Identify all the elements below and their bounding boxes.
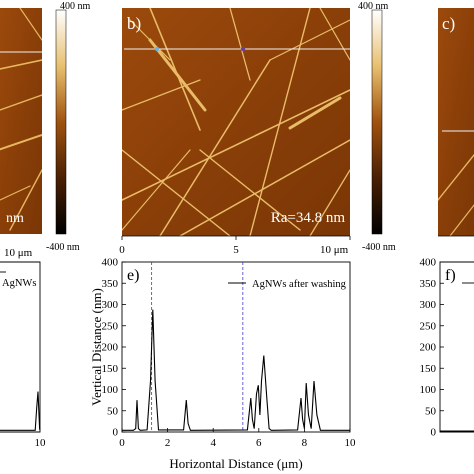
- panel-label-c: c): [442, 14, 455, 33]
- y-tick-label-f: 50: [425, 405, 437, 417]
- y-tick-label-f: 200: [420, 342, 437, 354]
- y-tick-label-e: 400: [102, 257, 119, 269]
- colorbar-1-max: 400 nm: [60, 1, 91, 12]
- panel-label-b: b): [127, 14, 141, 33]
- x-tick-label-e: 10: [345, 437, 357, 449]
- x-axis-ticks-e: 0 2 4 6 8 10: [119, 428, 356, 449]
- y-tick-label-e: 100: [102, 384, 119, 396]
- x-axis-end-a: 10 μm: [4, 247, 33, 259]
- y-tick-label-f: 400: [420, 257, 437, 269]
- x-tick-b-1: 5: [233, 244, 239, 256]
- y-axis-label-e: Vertical Distance (nm): [89, 288, 104, 406]
- afm-image-c: c): [438, 8, 474, 236]
- colorbar-1: 400 nm -400 nm: [46, 1, 91, 253]
- profile-line-d: [0, 391, 41, 431]
- y-tick-label-e: 50: [107, 405, 119, 417]
- profile-plot-f: 400 350 300 250 200 150 100 50 0 f): [420, 257, 474, 439]
- colorbar-1-min: -400 nm: [46, 242, 80, 253]
- x-tick-label-e: 4: [210, 437, 216, 449]
- y-tick-label-e: 350: [102, 278, 119, 290]
- x-axis-label-e: Horizontal Distance (μm): [169, 456, 302, 471]
- x-tick-b-2: 10 μm: [320, 244, 349, 256]
- y-tick-label-f: 300: [420, 299, 437, 311]
- profile-plot-d: AgNWs 10: [0, 261, 47, 449]
- panel-label-e: e): [127, 267, 139, 284]
- x-tick-label-e: 0: [119, 437, 125, 449]
- y-tick-label-f: 250: [420, 320, 437, 332]
- x-tick-label-e: 6: [256, 437, 262, 449]
- afm-image-b: b) Ra=34.8 nm: [122, 8, 350, 236]
- x-axis-b: 0 5 10 μm: [119, 235, 351, 256]
- colorbar-2-max: 400 nm: [358, 1, 389, 12]
- y-tick-label-e: 200: [102, 342, 119, 354]
- y-tick-label-e: 150: [102, 363, 119, 375]
- x-tick-b-0: 0: [119, 244, 125, 256]
- panel-label-f: f): [445, 267, 456, 284]
- legend-d: AgNWs: [2, 278, 36, 289]
- colorbar-2: 400 nm -400 nm: [358, 1, 396, 253]
- colorbar-2-min: -400 nm: [362, 242, 396, 253]
- profile-plot-e: 0 50 100 150 200 250 300 350 400 0 2 4 6 8 10 e) AgNW…: [89, 257, 356, 472]
- y-axis-ticks-f: 400 350 300 250 200 150 100 50 0: [420, 257, 444, 439]
- afm-image-a: nm: [0, 8, 42, 234]
- x-tick-label-e: 2: [165, 437, 171, 449]
- y-tick-label-f: 0: [431, 427, 437, 439]
- y-tick-label-f: 150: [420, 363, 437, 375]
- profile-line-e: [122, 309, 350, 431]
- x-tick-label-e: 8: [302, 437, 308, 449]
- marker-lines-e: [151, 262, 244, 432]
- y-axis-ticks-e: 0 50 100 150 200 250 300 350 400: [102, 257, 126, 439]
- y-tick-label-f: 350: [420, 278, 437, 290]
- ra-label-b: Ra=34.8 nm: [271, 210, 346, 226]
- y-tick-label-e: 300: [102, 299, 119, 311]
- legend-e: AgNWs after washing: [252, 279, 347, 290]
- ra-label-a: nm: [6, 211, 24, 226]
- x-tick-d-end: 10: [35, 437, 47, 449]
- y-tick-label-f: 100: [420, 384, 437, 396]
- y-tick-label-e: 250: [102, 320, 119, 332]
- y-tick-label-e: 0: [113, 427, 119, 439]
